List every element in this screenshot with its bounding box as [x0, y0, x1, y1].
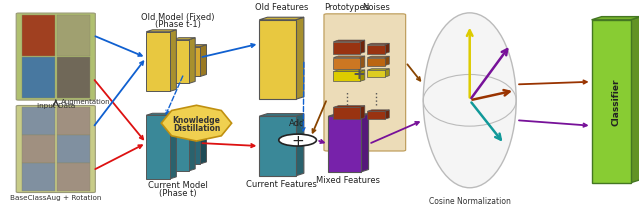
Polygon shape	[190, 130, 207, 132]
FancyBboxPatch shape	[16, 106, 95, 193]
Polygon shape	[385, 69, 389, 78]
Polygon shape	[259, 21, 296, 100]
Text: +: +	[352, 67, 365, 82]
Polygon shape	[361, 114, 369, 172]
Polygon shape	[259, 117, 296, 176]
Polygon shape	[57, 164, 90, 191]
Polygon shape	[190, 46, 207, 47]
Polygon shape	[146, 114, 177, 116]
Polygon shape	[385, 44, 389, 54]
Polygon shape	[22, 16, 54, 57]
Polygon shape	[367, 57, 389, 58]
Polygon shape	[367, 69, 389, 71]
Polygon shape	[360, 41, 365, 54]
Polygon shape	[360, 106, 365, 120]
Polygon shape	[333, 41, 365, 42]
Text: Add: Add	[289, 119, 306, 128]
Polygon shape	[57, 58, 90, 99]
Polygon shape	[170, 31, 177, 92]
Polygon shape	[367, 112, 385, 120]
Polygon shape	[200, 46, 207, 77]
Polygon shape	[190, 132, 200, 164]
Polygon shape	[333, 72, 360, 82]
Polygon shape	[22, 164, 54, 191]
Polygon shape	[146, 31, 177, 33]
Polygon shape	[173, 41, 189, 84]
Text: (Phase t-1): (Phase t-1)	[155, 20, 200, 29]
Polygon shape	[146, 33, 170, 92]
Text: (Phase t): (Phase t)	[159, 188, 196, 197]
Polygon shape	[173, 39, 195, 41]
Text: Cosine Normalization: Cosine Normalization	[429, 196, 511, 205]
FancyBboxPatch shape	[16, 14, 95, 101]
Polygon shape	[173, 124, 189, 171]
Polygon shape	[170, 114, 177, 179]
Polygon shape	[259, 114, 304, 117]
Polygon shape	[367, 46, 385, 54]
Polygon shape	[200, 130, 207, 164]
Polygon shape	[385, 57, 389, 66]
Text: Old Model (Fixed): Old Model (Fixed)	[141, 13, 214, 22]
Text: Current Model: Current Model	[148, 180, 207, 189]
Text: Mixed Features: Mixed Features	[316, 175, 380, 184]
Polygon shape	[296, 18, 304, 100]
Circle shape	[279, 135, 316, 146]
Polygon shape	[190, 47, 200, 77]
Polygon shape	[360, 57, 365, 69]
Text: Old Features: Old Features	[255, 3, 308, 12]
Polygon shape	[333, 58, 360, 69]
Polygon shape	[333, 108, 360, 120]
Polygon shape	[146, 116, 170, 179]
Polygon shape	[367, 44, 389, 46]
Polygon shape	[296, 114, 304, 176]
Text: Noises: Noises	[362, 3, 390, 12]
Polygon shape	[328, 114, 369, 117]
Polygon shape	[328, 117, 361, 172]
Polygon shape	[22, 136, 54, 163]
Polygon shape	[22, 58, 54, 99]
Ellipse shape	[423, 14, 516, 188]
Text: Input Data: Input Data	[36, 102, 75, 108]
Polygon shape	[57, 136, 90, 163]
Text: Augmentation: Augmentation	[61, 98, 111, 104]
Polygon shape	[57, 16, 90, 57]
Text: BaseClassAug + Rotation: BaseClassAug + Rotation	[10, 194, 102, 200]
Polygon shape	[333, 57, 365, 58]
Polygon shape	[360, 70, 365, 82]
Text: Knowledge: Knowledge	[173, 116, 220, 124]
Text: Current Features: Current Features	[246, 179, 317, 188]
Text: +: +	[291, 133, 304, 148]
Polygon shape	[161, 106, 232, 141]
FancyBboxPatch shape	[324, 15, 406, 151]
Polygon shape	[630, 18, 640, 183]
Polygon shape	[189, 122, 195, 171]
Polygon shape	[173, 122, 195, 124]
Polygon shape	[259, 18, 304, 21]
Polygon shape	[189, 39, 195, 84]
Text: Classifier: Classifier	[612, 78, 621, 125]
Polygon shape	[385, 110, 389, 120]
Polygon shape	[367, 58, 385, 66]
Polygon shape	[333, 106, 365, 108]
Polygon shape	[57, 108, 90, 135]
Polygon shape	[367, 110, 389, 112]
Text: Prototypes: Prototypes	[324, 3, 369, 12]
Polygon shape	[333, 70, 365, 72]
Polygon shape	[591, 18, 640, 21]
Polygon shape	[333, 42, 360, 54]
Polygon shape	[22, 108, 54, 135]
Polygon shape	[367, 71, 385, 78]
Text: Distillation: Distillation	[173, 123, 220, 132]
Polygon shape	[591, 21, 630, 183]
